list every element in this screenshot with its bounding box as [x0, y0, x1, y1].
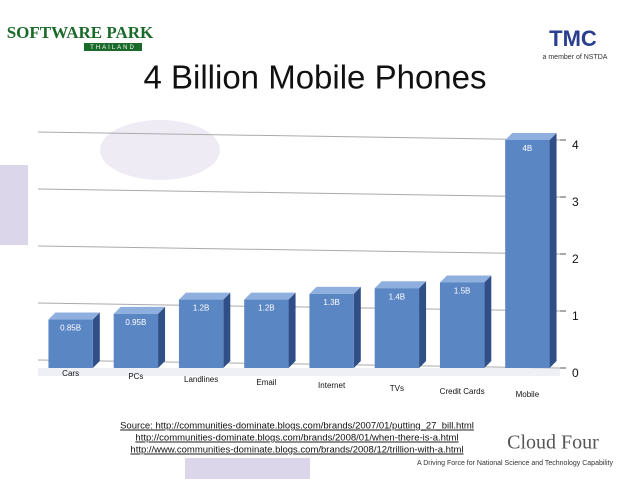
source: http://www.communities-dominate.blogs.co… [130, 445, 463, 456]
bar-top [309, 286, 361, 294]
bar-side [419, 281, 427, 368]
x-tick-label: Credit Cards [440, 387, 485, 396]
bar [505, 140, 550, 368]
y-tick-label: 4 [572, 138, 579, 152]
source: http://communities-dominate.blogs.com/br… [135, 433, 458, 444]
bar-side [484, 275, 492, 368]
bar-side [223, 292, 231, 368]
x-tick-label: PCs [128, 372, 143, 381]
value-label: 1.5B [454, 287, 470, 296]
logo-bar [84, 43, 142, 51]
plot: 0 1 2 3 4 Cars 0.85B PCs 0.95B Landlines 1.2B Email… [37, 131, 579, 399]
x-tick-label: Landlines [184, 375, 218, 384]
sources: Source: http://communities-dominate.blog… [120, 421, 474, 456]
x-tick-label: TVs [390, 384, 404, 393]
bar [309, 293, 354, 368]
logo-right-sub: a member of NSTDA [543, 54, 608, 61]
value-label: 1.2B [258, 304, 274, 313]
logo-left: SOFTWARE PARK [7, 23, 154, 42]
grid-line [37, 245, 561, 255]
bar-top [48, 312, 100, 320]
logo-left-sub: THAILAND [90, 45, 136, 51]
bar-side [92, 312, 100, 368]
bar-side [158, 306, 166, 368]
bar-side [288, 292, 296, 368]
bar [48, 319, 93, 368]
value-label: 0.85B [60, 324, 81, 333]
y-tick-label: 0 [572, 366, 579, 380]
tagline: A Driving Force for National Science and… [417, 460, 613, 467]
bar-side [549, 133, 557, 368]
bar-top [439, 275, 492, 283]
decor [100, 120, 220, 180]
source: Source: http://communities-dominate.blog… [120, 421, 474, 432]
bar-top [244, 292, 296, 300]
grid-line [37, 188, 561, 198]
bar-top [178, 292, 231, 300]
y-tick-label: 2 [572, 252, 579, 266]
y-tick-label: 1 [572, 309, 579, 323]
bar [113, 313, 159, 368]
decor [0, 165, 28, 245]
x-tick-label: Cars [62, 369, 79, 378]
bar-top [505, 133, 557, 140]
value-label: 4B [522, 144, 532, 153]
bar-top [113, 306, 166, 314]
value-label: 0.95B [125, 318, 146, 327]
bar [178, 299, 224, 368]
x-tick-label: Mobile [516, 390, 540, 399]
decor [185, 458, 310, 479]
bar [374, 288, 420, 368]
bar-side [353, 286, 361, 368]
logo-right: TMC [549, 26, 597, 51]
bar [439, 282, 485, 368]
bar-top [374, 281, 427, 289]
bar [244, 299, 289, 368]
brand: Cloud Four [507, 432, 599, 454]
x-tick-label: Internet [318, 381, 346, 390]
floor [38, 368, 560, 376]
x-tick-label: Email [256, 378, 276, 387]
value-label: 1.3B [323, 298, 339, 307]
grid-line [37, 131, 561, 141]
y-tick-label: 3 [572, 195, 579, 209]
value-label: 1.4B [389, 292, 405, 301]
value-label: 1.2B [193, 304, 209, 313]
chart-title: 4 Billion Mobile Phones [143, 59, 486, 96]
